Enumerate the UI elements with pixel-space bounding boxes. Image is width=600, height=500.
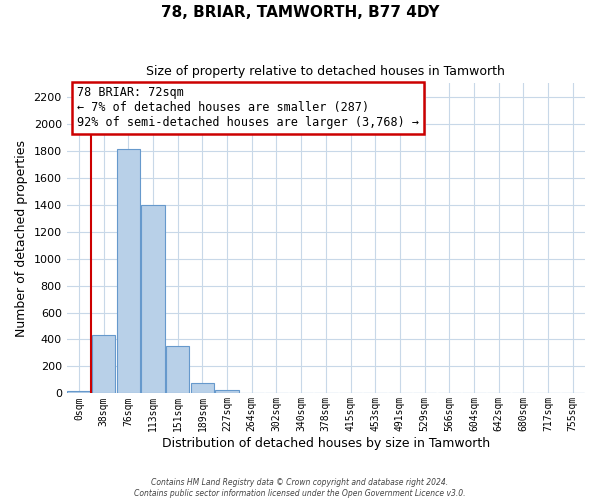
Bar — [67, 390, 91, 394]
Bar — [142, 204, 165, 394]
X-axis label: Distribution of detached houses by size in Tamworth: Distribution of detached houses by size … — [162, 437, 490, 450]
Text: Contains HM Land Registry data © Crown copyright and database right 2024.
Contai: Contains HM Land Registry data © Crown c… — [134, 478, 466, 498]
Bar — [240, 392, 263, 394]
Bar — [166, 346, 190, 394]
Bar — [215, 390, 239, 394]
Bar — [191, 382, 214, 394]
Y-axis label: Number of detached properties: Number of detached properties — [15, 140, 28, 337]
Bar — [92, 336, 115, 394]
Bar — [116, 150, 140, 394]
Title: Size of property relative to detached houses in Tamworth: Size of property relative to detached ho… — [146, 65, 505, 78]
Text: 78 BRIAR: 72sqm
← 7% of detached houses are smaller (287)
92% of semi-detached h: 78 BRIAR: 72sqm ← 7% of detached houses … — [77, 86, 419, 130]
Text: 78, BRIAR, TAMWORTH, B77 4DY: 78, BRIAR, TAMWORTH, B77 4DY — [161, 5, 439, 20]
